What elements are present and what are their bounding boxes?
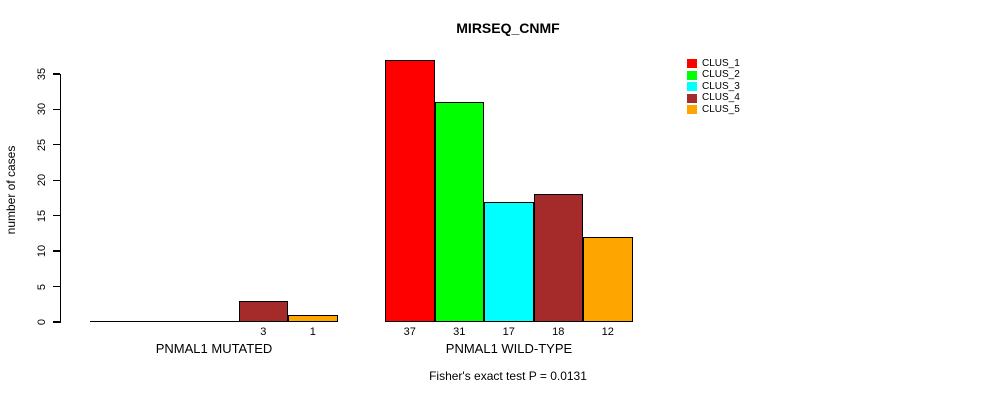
y-axis-tick [53,285,60,288]
legend-label-clus_1: CLUS_1 [702,57,740,69]
y-axis-tick-label: 25 [36,138,48,151]
legend-item-clus_1: CLUS_1 [687,57,740,69]
bar-value-label-clus_5-wild-type: 12 [601,326,614,338]
zero-bar-clus_1-mutated [90,320,140,322]
y-axis-tick-label: 15 [36,209,48,222]
chart-title: MIRSEQ_CNMF [456,20,560,36]
bar-clus_4-wild-type [533,194,583,322]
y-axis-label: number of cases [4,145,18,235]
zero-bar-clus_3-mutated [189,320,239,322]
bar-clus_3-wild-type [484,201,534,322]
y-axis-tick [53,215,60,217]
legend-item-clus_4: CLUS_4 [687,92,740,103]
bar-value-label-clus_3-wild-type: 17 [502,326,515,338]
legend-item-clus_3: CLUS_3 [687,80,740,92]
y-axis-tick [53,73,60,75]
bar-value-label-clus_1-wild-type: 37 [403,326,416,338]
legend-swatch-clus_3 [687,82,697,91]
legend-swatch-clus_2 [687,70,697,80]
bar-clus_5-mutated [288,314,338,322]
bar-value-label-clus_4-mutated: 3 [260,326,267,338]
y-axis-tick-label: 30 [36,103,48,116]
y-axis-tick [53,179,60,181]
legend-item-clus_5: CLUS_5 [687,103,740,115]
bar-value-label-clus_4-wild-type: 18 [552,326,565,338]
fisher-test-footnote: Fisher's exact test P = 0.0131 [429,369,587,383]
y-axis-tick [53,144,60,146]
legend: CLUS_1 CLUS_2 CLUS_3 CLUS_4 CLUS_5 [687,57,740,117]
legend-label-clus_3: CLUS_3 [702,80,740,92]
bar-clus_5-wild-type [583,236,633,322]
bar-clus_1-wild-type [385,59,435,322]
y-axis-tick-label: 35 [36,67,48,81]
legend-swatch-clus_1 [687,59,697,68]
y-axis-tick [53,250,60,252]
legend-swatch-clus_5 [687,105,697,114]
legend-swatch-clus_4 [687,93,697,103]
group-label-wild-type: PNMAL1 WILD-TYPE [445,341,573,356]
legend-label-clus_5: CLUS_5 [702,103,740,115]
group-label-mutated: PNMAL1 MUTATED [155,341,273,356]
bar-clus_4-mutated [238,300,288,322]
y-axis-tick-label: 20 [36,174,48,187]
bar-clus_2-wild-type [434,102,484,322]
y-axis-tick-label: 10 [36,245,48,258]
y-axis-tick-label: 5 [36,283,48,290]
legend-label-clus_4: CLUS_4 [702,92,740,103]
bar-value-label-clus_5-mutated: 1 [309,326,316,338]
y-axis-tick [53,108,60,111]
zero-bar-clus_2-mutated [139,320,189,322]
legend-item-clus_2: CLUS_2 [687,69,740,80]
bar-value-label-clus_2-wild-type: 31 [453,326,466,338]
legend-label-clus_2: CLUS_2 [702,69,740,80]
y-axis-tick-label: 0 [36,318,48,326]
y-axis-line [60,74,62,323]
y-axis-tick [53,321,60,323]
